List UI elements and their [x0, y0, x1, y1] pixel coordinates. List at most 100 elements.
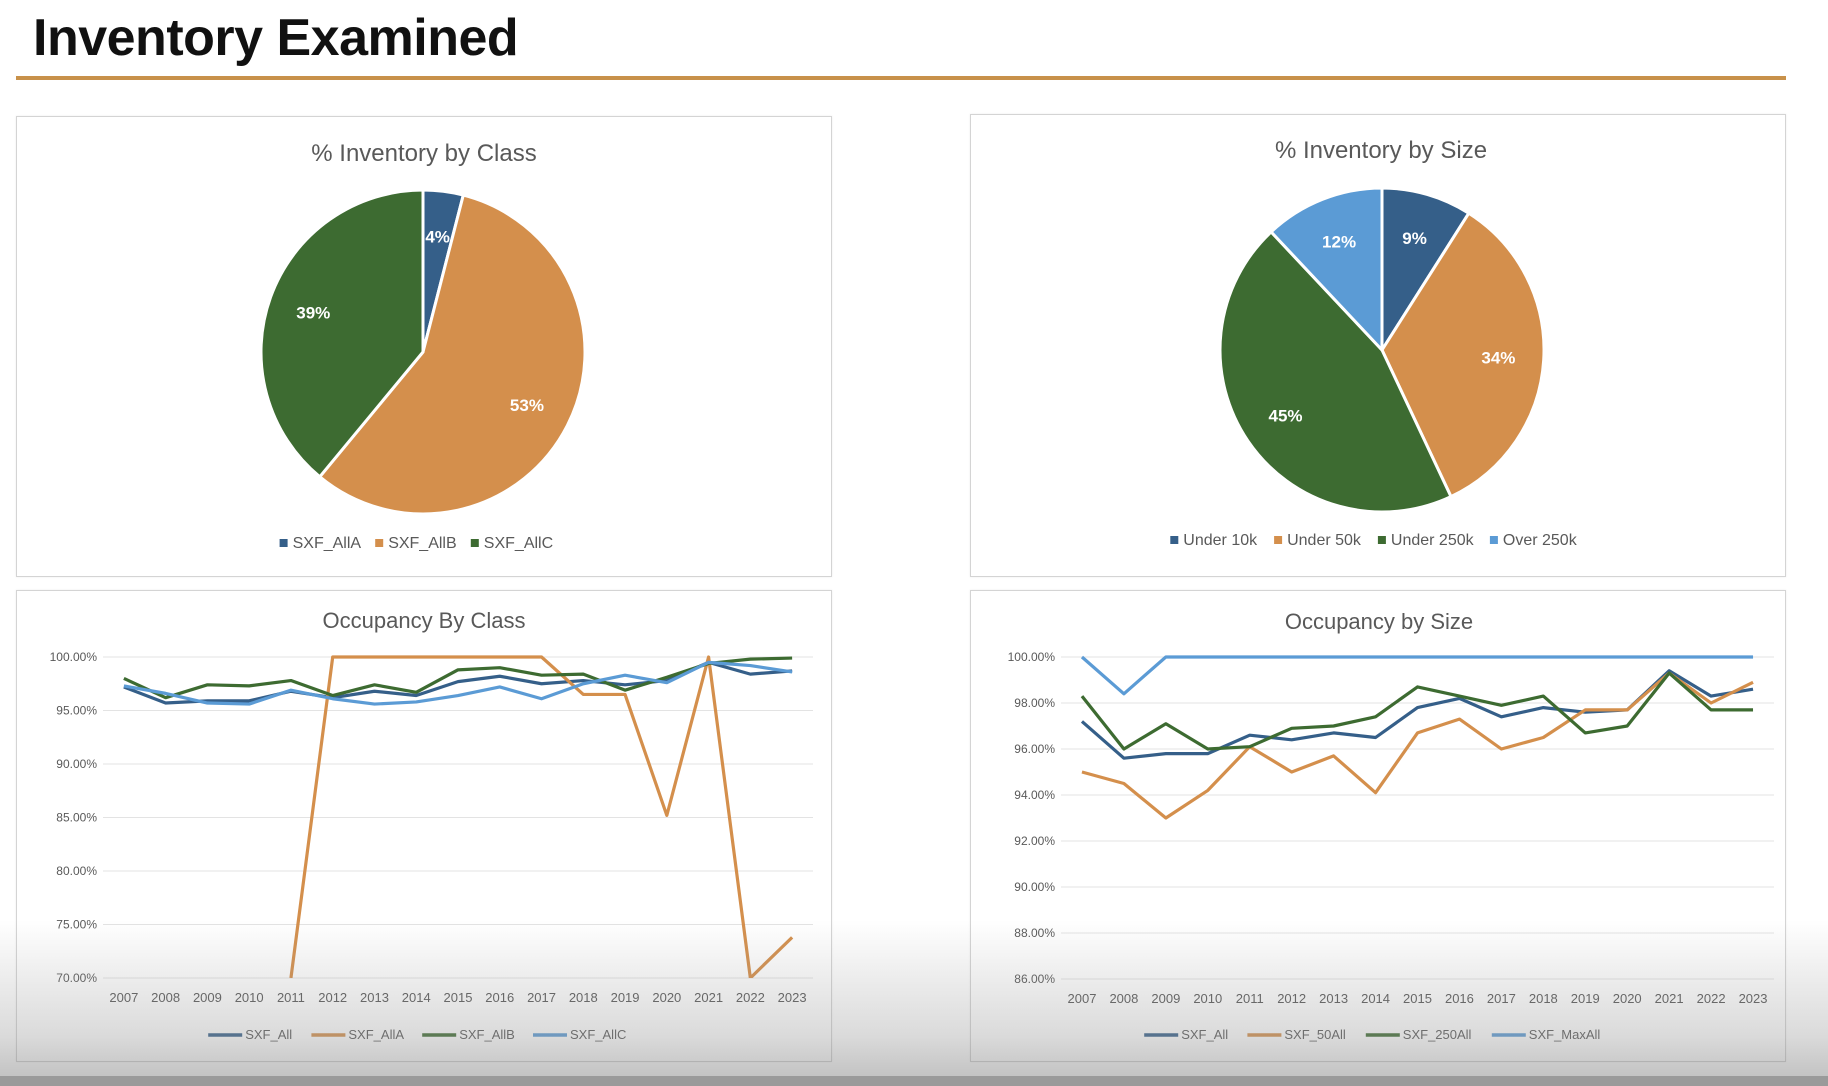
legend-label: SXF_50All	[1284, 1027, 1346, 1042]
x-tick-label: 2010	[235, 990, 264, 1005]
pie-slice-sxf-allc	[259, 188, 425, 479]
x-tick-label: 2011	[1236, 991, 1264, 1006]
x-tick-label: 2012	[318, 990, 347, 1005]
legend-label: Over 250k	[1503, 532, 1578, 549]
y-tick-label: 96.00%	[1014, 742, 1055, 756]
slice-label: 34%	[1481, 348, 1515, 367]
legend-label: SXF_All	[1181, 1027, 1228, 1042]
x-tick-label: 2021	[1655, 991, 1684, 1006]
pie-slice-under-10k	[1380, 186, 1471, 356]
y-tick-label: 88.00%	[1014, 926, 1055, 940]
series-line-sxf-maxall	[1080, 655, 1754, 696]
legend-label: SXF_AllA	[293, 535, 362, 552]
legend-label: SXF_AllB	[459, 1027, 515, 1042]
legend-label: SXF_AllA	[348, 1027, 404, 1042]
legend-label: SXF_MaxAll	[1529, 1027, 1601, 1042]
x-tick-label: 2018	[569, 990, 598, 1005]
slice-label: 53%	[510, 396, 544, 415]
pie-slice-under-250k	[1218, 229, 1453, 514]
slice-label: 39%	[296, 303, 330, 322]
legend-label: SXF_All	[245, 1027, 292, 1042]
x-tick-label: 2017	[527, 990, 556, 1005]
series-line-sxf-allb	[123, 656, 793, 700]
x-tick-label: 2008	[1109, 991, 1138, 1006]
x-tick-label: 2014	[402, 990, 431, 1005]
class-pie-panel: % Inventory by Class 4% 53% 39% SXF_AllA SXF_…	[16, 116, 832, 577]
x-tick-label: 2012	[1277, 991, 1306, 1006]
legend-swatch	[1170, 536, 1179, 544]
x-tick-label: 2014	[1361, 991, 1390, 1006]
y-tick-label: 94.00%	[1014, 788, 1055, 802]
slice-label: 9%	[1402, 229, 1427, 248]
x-tick-label: 2020	[652, 990, 681, 1005]
x-tick-label: 2008	[151, 990, 180, 1005]
pie-slice-over-250k	[1268, 186, 1384, 354]
y-tick-label: 92.00%	[1014, 834, 1055, 848]
legend-label: Under 50k	[1287, 532, 1362, 549]
chart-title: % Inventory by Class	[311, 140, 536, 167]
pie-slice-under-50k	[1380, 211, 1546, 499]
size-line-panel: Occupancy by Size 100.00% 98.00% 96.00% 94.0…	[970, 590, 1786, 1062]
size-line-chart: Occupancy by Size 100.00% 98.00% 96.00% 94.0…	[1008, 609, 1774, 1042]
x-tick-label: 2020	[1613, 991, 1642, 1006]
x-tick-label: 2023	[778, 990, 807, 1005]
title-divider	[16, 76, 1786, 80]
x-tick-label: 2023	[1739, 991, 1768, 1006]
chart-title: % Inventory by Size	[1275, 137, 1487, 164]
slice-label: 12%	[1322, 233, 1356, 252]
x-tick-label: 2022	[736, 990, 765, 1005]
x-tick-label: 2013	[360, 990, 389, 1005]
x-tick-label: 2022	[1697, 991, 1726, 1006]
x-tick-label: 2011	[277, 990, 305, 1005]
series-line-sxf-allc	[123, 660, 793, 706]
bottom-strip	[0, 1076, 1828, 1086]
legend-label: SXF_AllB	[388, 535, 456, 552]
legend-swatch	[1377, 536, 1386, 544]
legend-swatch	[375, 539, 384, 547]
y-tick-label: 100.00%	[50, 650, 98, 664]
class-line-panel: Occupancy By Class 100.00% 95.00% 90.00% 85.…	[16, 590, 832, 1062]
series-line-sxf-50all	[1081, 671, 1754, 820]
chart-title: Occupancy By Class	[323, 608, 526, 633]
x-tick-label: 2016	[485, 990, 514, 1005]
series-line-sxf-250all	[1080, 671, 1754, 751]
x-tick-label: 2015	[444, 990, 473, 1005]
class-line-chart: Occupancy By Class 100.00% 95.00% 90.00% 85.…	[50, 608, 813, 1042]
legend-swatch	[1274, 536, 1283, 544]
y-tick-label: 95.00%	[56, 704, 97, 718]
series-line-sxf-all	[1080, 669, 1754, 760]
size-pie-chart: % Inventory by Size 9% 34% 45% 12% Under 10k U…	[1170, 137, 1578, 549]
x-tick-label: 2010	[1193, 991, 1222, 1006]
y-tick-label: 100.00%	[1008, 650, 1056, 664]
y-tick-label: 98.00%	[1014, 696, 1055, 710]
x-tick-label: 2009	[193, 990, 222, 1005]
page-title: Inventory Examined	[33, 9, 519, 67]
pie-slice-sxf-allb	[317, 193, 587, 516]
y-tick-label: 86.00%	[1014, 972, 1055, 986]
y-tick-label: 80.00%	[56, 864, 97, 878]
size-pie-panel: % Inventory by Size 9% 34% 45% 12% Under 10k U…	[970, 114, 1786, 577]
legend-label: Under 10k	[1183, 532, 1258, 549]
legend-label: SXF_AllC	[484, 535, 553, 552]
legend-label: SXF_AllC	[570, 1027, 626, 1042]
legend-label: Under 250k	[1391, 532, 1475, 549]
slice-label: 45%	[1269, 407, 1303, 426]
x-tick-label: 2019	[1571, 991, 1600, 1006]
legend-swatch	[279, 539, 288, 547]
y-tick-label: 85.00%	[56, 811, 97, 825]
series-line-sxf-alla	[289, 655, 794, 978]
x-tick-label: 2019	[611, 990, 640, 1005]
x-tick-label: 2015	[1403, 991, 1432, 1006]
y-tick-label: 90.00%	[56, 757, 97, 771]
legend-swatch	[470, 539, 479, 547]
x-tick-label: 2018	[1529, 991, 1558, 1006]
y-tick-label: 90.00%	[1014, 880, 1055, 894]
chart-title: Occupancy by Size	[1285, 609, 1473, 634]
legend-swatch	[1489, 536, 1498, 544]
class-pie-chart: % Inventory by Class 4% 53% 39% SXF_AllA SXF_…	[259, 140, 587, 552]
x-tick-label: 2021	[694, 990, 723, 1005]
x-tick-label: 2007	[109, 990, 138, 1005]
x-tick-label: 2013	[1319, 991, 1348, 1006]
x-tick-label: 2016	[1445, 991, 1474, 1006]
x-tick-label: 2009	[1151, 991, 1180, 1006]
